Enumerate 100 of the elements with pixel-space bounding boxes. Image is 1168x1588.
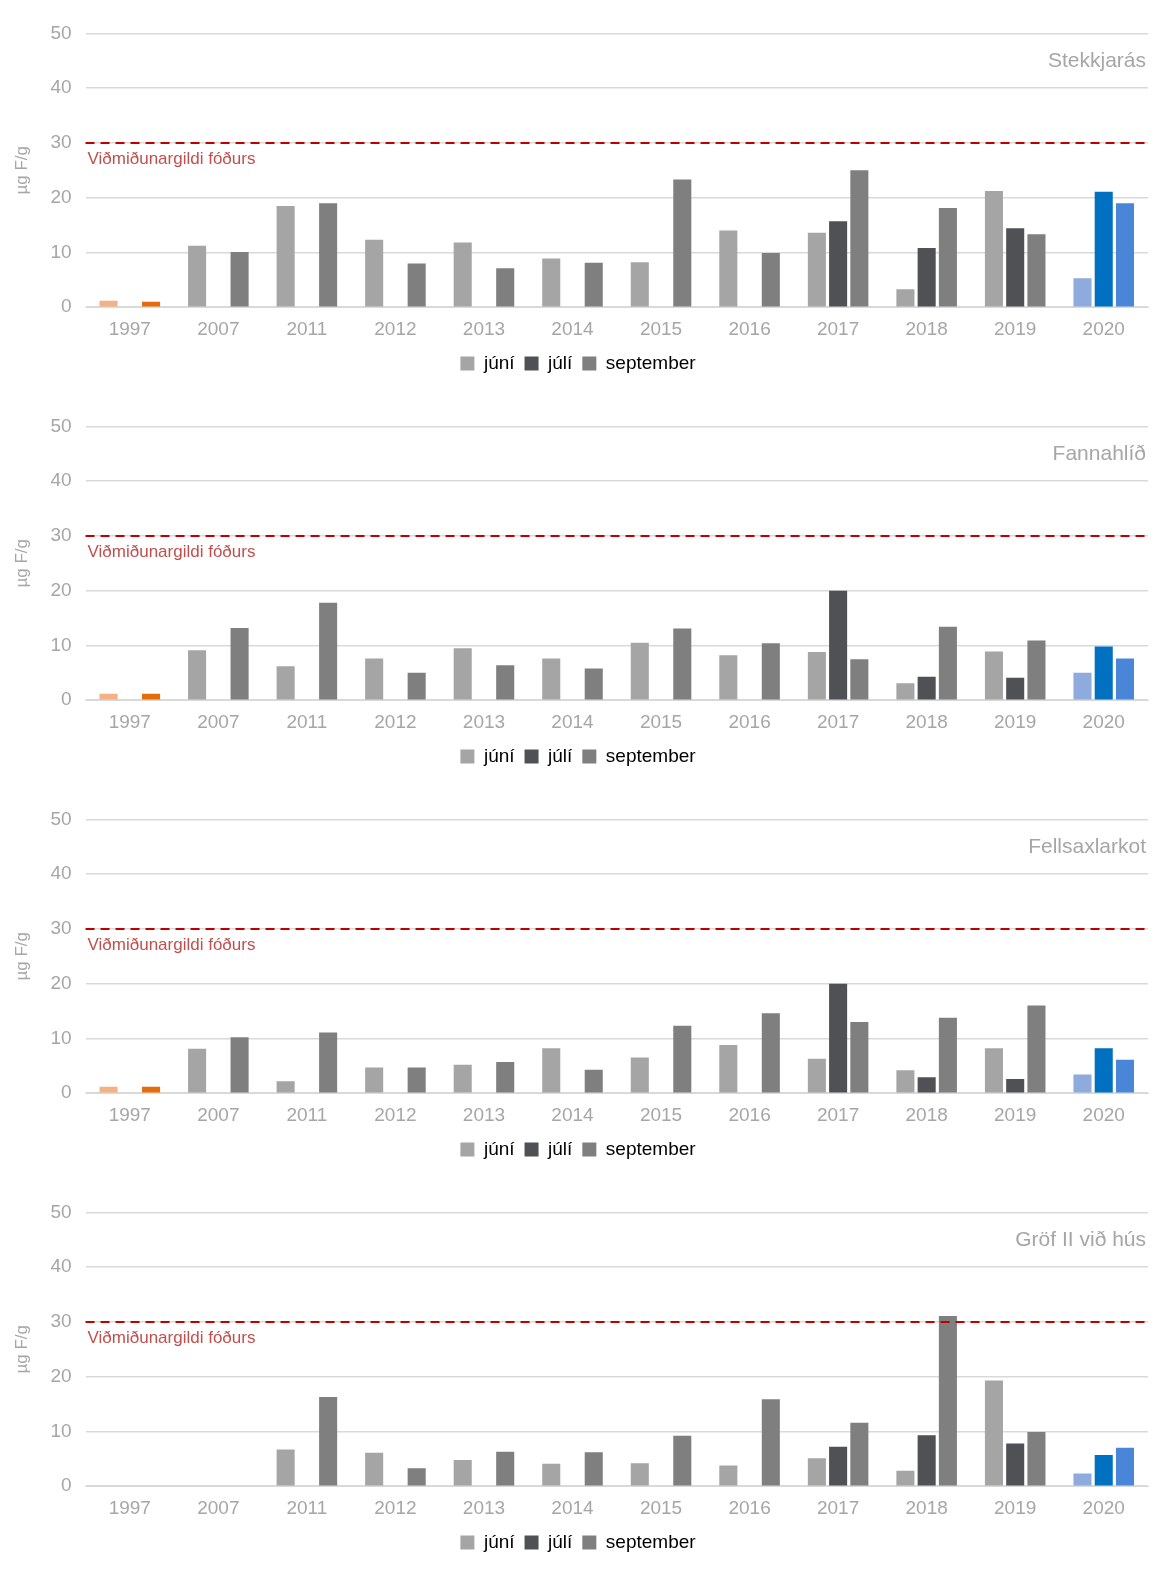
bar (584, 1452, 603, 1486)
legend-label: september (605, 744, 697, 766)
x-tick-label: 2014 (551, 1496, 595, 1518)
bar (896, 1070, 915, 1093)
bar (938, 626, 957, 700)
bar (1094, 646, 1113, 700)
bar (1115, 1447, 1135, 1486)
bar (984, 1380, 1003, 1486)
x-tick-label: 2013 (462, 1496, 506, 1518)
y-tick-label: 20 (50, 185, 72, 207)
x-tick-label: 2016 (728, 1496, 771, 1518)
bar (917, 1435, 936, 1486)
x-tick-label: 2011 (286, 710, 328, 732)
bar (673, 179, 692, 307)
bar (829, 983, 848, 1093)
bar (188, 1048, 207, 1093)
bar (1006, 228, 1025, 307)
bar (453, 1064, 472, 1093)
bar (896, 683, 915, 700)
bar (896, 1470, 915, 1486)
bar (850, 659, 869, 700)
bar (496, 1061, 515, 1093)
bar (365, 1452, 384, 1486)
bar (630, 1057, 649, 1093)
y-tick-label: 50 (50, 21, 72, 43)
bar (719, 230, 738, 307)
x-tick-label: 2017 (816, 1103, 860, 1125)
bar (761, 1399, 780, 1486)
x-tick-label: 2019 (994, 710, 1037, 732)
x-tick-label: 2007 (197, 317, 240, 339)
legend-label: júlí (547, 1137, 574, 1159)
y-tick-label: 50 (50, 414, 72, 436)
bar (1027, 640, 1046, 700)
bar (453, 648, 472, 700)
bar (719, 1465, 738, 1486)
x-tick-label: 2017 (816, 710, 860, 732)
y-tick-label: 50 (50, 1200, 72, 1222)
bar (1073, 1074, 1092, 1093)
bar (230, 251, 249, 307)
legend-label: september (605, 351, 697, 373)
bar (829, 1446, 848, 1486)
ref-line-label: Viðmiðunargildi fóðurs (87, 935, 256, 955)
bar (584, 1069, 603, 1093)
x-tick-label: 2020 (1082, 1496, 1125, 1518)
y-axis-title: µg F/g (11, 539, 31, 588)
text: Fellsaxlarkot (1028, 833, 1147, 857)
bar (850, 1022, 869, 1093)
legend-label: júní (482, 1530, 516, 1552)
x-tick-label: 2011 (286, 317, 328, 339)
y-tick-label: 0 (60, 688, 72, 710)
bar (807, 1458, 826, 1486)
y-tick-label: 40 (50, 76, 72, 98)
bar (407, 672, 426, 700)
y-tick-label: 10 (50, 1419, 72, 1441)
bar (319, 1396, 338, 1486)
x-tick-label: 2015 (639, 1496, 683, 1518)
x-tick-label: 2019 (994, 1496, 1037, 1518)
x-tick-label: 2013 (462, 710, 506, 732)
x-tick-label: 2015 (639, 317, 683, 339)
bar (1006, 1078, 1025, 1093)
ref-line-label: Viðmiðunargildi fóðurs (87, 149, 256, 169)
bar (984, 651, 1003, 700)
y-tick-label: 20 (50, 971, 72, 993)
bar (407, 1468, 426, 1486)
bar (407, 263, 426, 307)
legend-label: september (605, 1530, 697, 1552)
x-tick-label: 2018 (905, 710, 948, 732)
bar (276, 205, 295, 307)
bar (1115, 203, 1135, 307)
x-tick-label: 1997 (108, 1496, 151, 1518)
bar (542, 1463, 561, 1486)
bar (407, 1067, 426, 1093)
bar (850, 1422, 869, 1486)
legend-label: júlí (547, 744, 574, 766)
bar (917, 676, 936, 700)
text: Stekkjarás (1047, 47, 1146, 71)
bar (230, 627, 249, 700)
x-tick-label: 2014 (551, 317, 595, 339)
bar (984, 1048, 1003, 1093)
bar (938, 1315, 957, 1486)
legend-label: júní (482, 351, 516, 373)
bar (829, 590, 848, 700)
y-tick-label: 10 (50, 1026, 72, 1048)
y-tick-label: 30 (50, 917, 72, 939)
bar (807, 232, 826, 307)
x-tick-label: 2014 (551, 1103, 595, 1125)
y-tick-label: 0 (60, 295, 72, 317)
x-tick-label: 2020 (1082, 317, 1125, 339)
x-tick-label: 2013 (462, 1103, 506, 1125)
x-tick-label: 2018 (905, 317, 948, 339)
bar (453, 1459, 472, 1486)
bar (673, 1025, 692, 1093)
bar (1073, 1473, 1092, 1486)
bar (188, 650, 207, 700)
y-tick-label: 0 (60, 1474, 72, 1496)
bar (496, 268, 515, 307)
bar (584, 262, 603, 307)
bar (1027, 234, 1046, 307)
y-tick-label: 40 (50, 469, 72, 491)
bar (453, 242, 472, 307)
